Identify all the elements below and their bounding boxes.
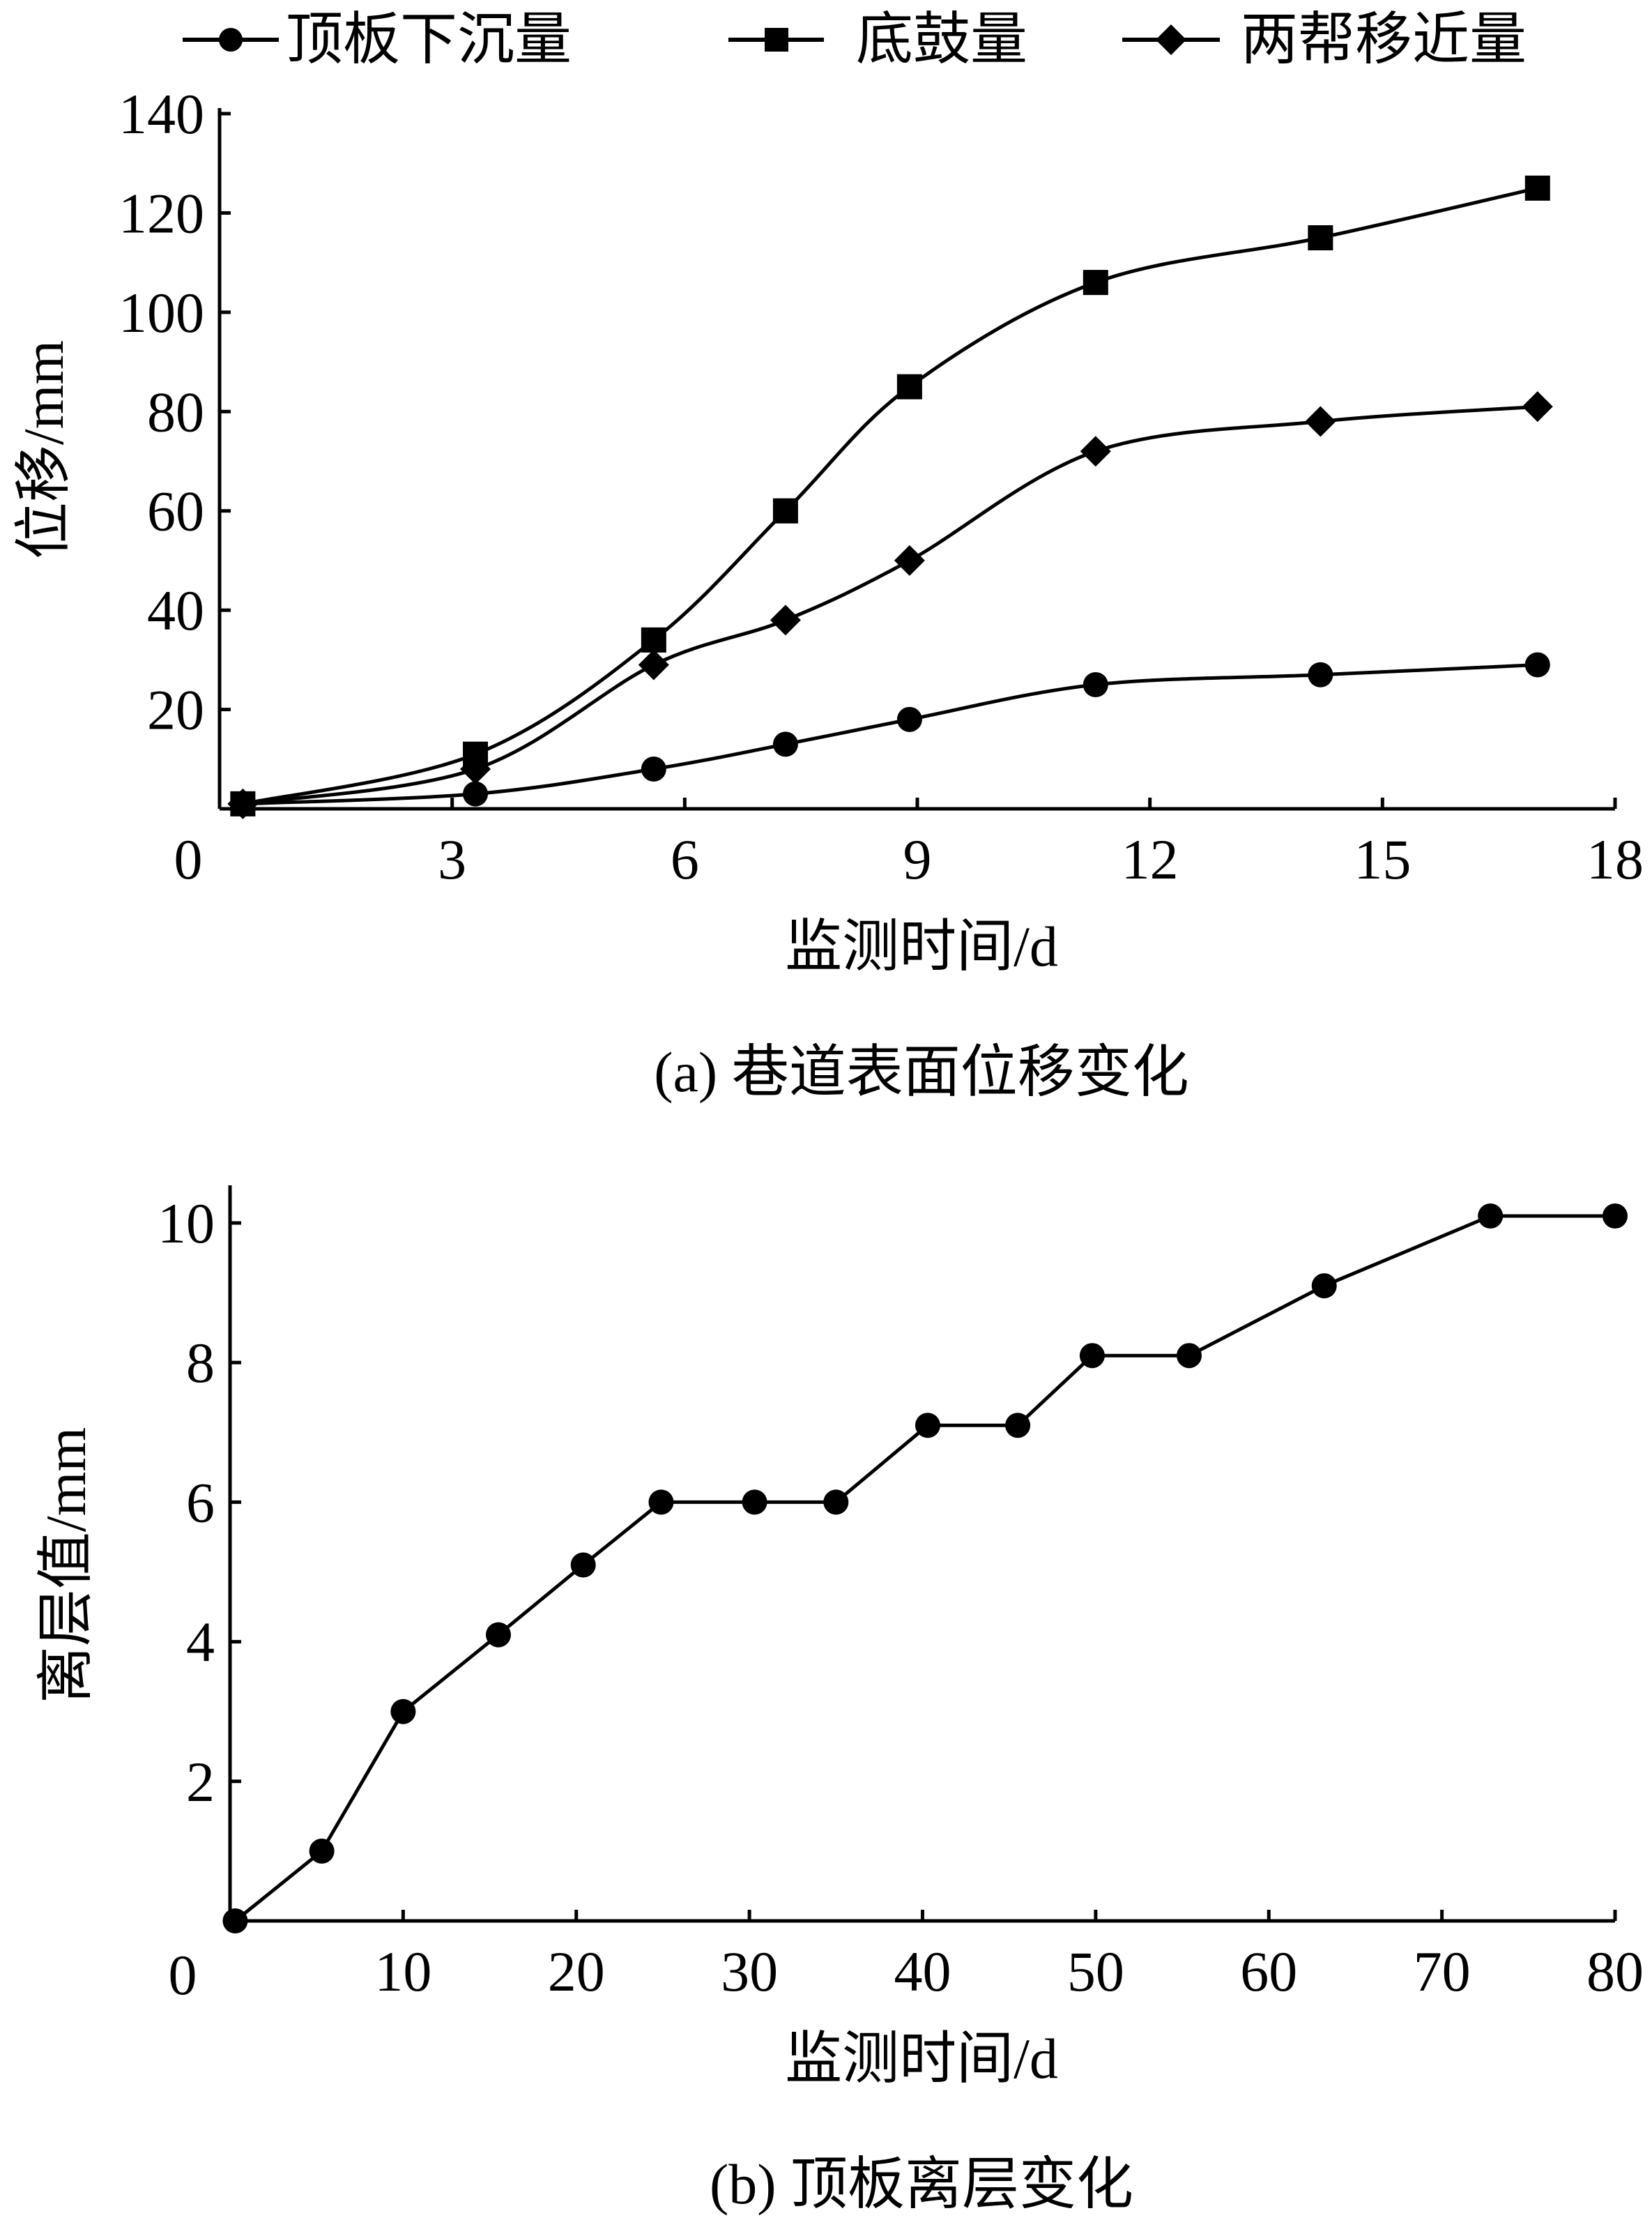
series-0-point-5 [648, 1489, 674, 1515]
y-tick-label: 40 [147, 579, 204, 642]
chart-b-x-axis-title: 监测时间/d [785, 2027, 1058, 2090]
series-0-point-10 [1079, 1343, 1105, 1369]
x-tick-label: 6 [671, 828, 699, 891]
series-2-point-6 [1305, 406, 1336, 437]
chart-b-x-ticks: 10 20 30 40 50 60 70 80 [374, 1910, 1644, 2003]
series-2-point-4 [894, 545, 925, 576]
series-1-point-4 [896, 374, 922, 400]
series-1-point-2 [641, 627, 666, 653]
x-tick-label: 15 [1354, 828, 1411, 891]
chart-b-y-axis-title: 离层值/mm [34, 1427, 98, 1703]
legend-label-1: 底鼓量 [856, 8, 1027, 71]
x-tick-label: 60 [1240, 1940, 1297, 2003]
y-tick-label: 120 [118, 181, 204, 245]
y-tick-label: 20 [147, 678, 204, 742]
chart-b-y-ticks: 2 4 6 8 10 [158, 1192, 241, 1814]
series-0-point-3 [485, 1622, 511, 1648]
x-tick-label: 12 [1122, 828, 1179, 891]
legend-label-2: 两帮移近量 [1241, 8, 1527, 71]
x-tick-label: 10 [374, 1940, 431, 2003]
series-line-0 [234, 1214, 1615, 1922]
x-tick-label: 18 [1586, 828, 1644, 891]
legend-label-0: 顶板下沉量 [286, 8, 572, 71]
series-0-point-4 [570, 1552, 596, 1578]
series-0-point-7 [823, 1489, 849, 1515]
legend-item-series-1: 底鼓量 [728, 8, 1027, 71]
y-tick-label: 100 [118, 281, 204, 344]
y-tick-label: 2 [186, 1750, 215, 1814]
legend-item-series-2: 两帮移近量 [1122, 8, 1527, 71]
x-tick-label: 20 [548, 1940, 605, 2003]
series-0-point-1 [309, 1838, 335, 1864]
x-tick-label: 80 [1586, 1940, 1644, 2003]
series-0-point-2 [390, 1698, 416, 1724]
series-1-point-6 [1308, 225, 1333, 251]
y-tick-label: 8 [186, 1331, 215, 1394]
chart-a-y-axis-title: 位移/mm [12, 340, 75, 559]
series-0-point-0 [222, 1908, 248, 1933]
series-1-point-5 [1083, 270, 1108, 296]
x-tick-label: 70 [1414, 1940, 1471, 2003]
series-0-point-7 [1524, 652, 1550, 678]
legend-marker-0 [219, 28, 243, 52]
series-0-point-6 [742, 1489, 767, 1515]
series-0-point-8 [915, 1413, 940, 1438]
series-0-point-14 [1603, 1203, 1628, 1229]
series-0-point-1 [463, 781, 489, 807]
chart-b-plot-markers [222, 1203, 1628, 1933]
series-line-2 [243, 404, 1538, 806]
chart-b-origin-label: 0 [169, 1943, 197, 2007]
series-0-point-12 [1311, 1273, 1337, 1299]
y-tick-label: 80 [147, 380, 204, 443]
x-tick-label: 30 [721, 1940, 778, 2003]
series-2-point-3 [770, 605, 801, 636]
x-tick-label: 9 [903, 828, 932, 891]
chart-a-x-axis-title: 监测时间/d [785, 915, 1058, 978]
series-1-point-3 [772, 498, 798, 524]
legend-marker-2 [1156, 24, 1186, 55]
series-0-point-6 [1308, 662, 1333, 687]
x-tick-label: 3 [438, 828, 466, 891]
chart-b-caption: (b) 顶板离层变化 [710, 2152, 1133, 2216]
series-0-point-11 [1176, 1343, 1202, 1369]
legend-item-series-0: 顶板下沉量 [183, 8, 572, 71]
chart-a-plot-markers [227, 175, 1553, 819]
series-line-0 [243, 663, 1538, 806]
series-0-point-2 [641, 757, 666, 782]
chart-a-origin-label: 0 [174, 828, 203, 891]
y-tick-label: 10 [158, 1192, 215, 1255]
series-0-point-3 [772, 731, 798, 757]
chart-a-axes: 3 6 9 12 15 18 20 40 60 80 100 120 140 0 [118, 82, 1644, 891]
series-2-point-5 [1080, 436, 1111, 467]
series-2-point-0 [227, 788, 259, 819]
series-0-point-4 [896, 706, 922, 732]
chart-a: 顶板下沉量 底鼓量 两帮移近量 3 6 9 12 15 18 20 40 60 80 100 120… [12, 8, 1644, 1104]
series-0-point-9 [1005, 1413, 1031, 1438]
series-1-point-7 [1524, 175, 1550, 201]
chart-a-y-ticks: 20 40 60 80 100 120 140 [118, 82, 231, 742]
chart-b-axes: 10 20 30 40 50 60 70 80 2 4 6 8 10 0 [158, 1185, 1644, 2007]
series-2-point-2 [638, 649, 669, 681]
chart-a-legend: 顶板下沉量 底鼓量 两帮移近量 [183, 8, 1527, 71]
series-2-point-7 [1522, 391, 1553, 423]
chart-a-x-ticks: 3 6 9 12 15 18 [438, 798, 1644, 891]
y-tick-label: 140 [118, 82, 204, 146]
y-tick-label: 4 [186, 1611, 215, 1674]
chart-a-plot-lines [242, 186, 1538, 806]
x-tick-label: 50 [1067, 1940, 1124, 2003]
x-tick-label: 40 [894, 1940, 951, 2003]
series-line-1 [242, 186, 1538, 806]
series-2-point-1 [460, 754, 491, 785]
series-0-point-13 [1478, 1203, 1504, 1229]
chart-b-plot-lines [234, 1214, 1615, 1922]
legend-marker-1 [765, 28, 788, 52]
y-tick-label: 6 [186, 1470, 215, 1534]
y-tick-label: 60 [147, 480, 204, 543]
chart-a-caption: (a) 巷道表面位移变化 [654, 1040, 1189, 1104]
series-0-point-5 [1083, 671, 1108, 697]
